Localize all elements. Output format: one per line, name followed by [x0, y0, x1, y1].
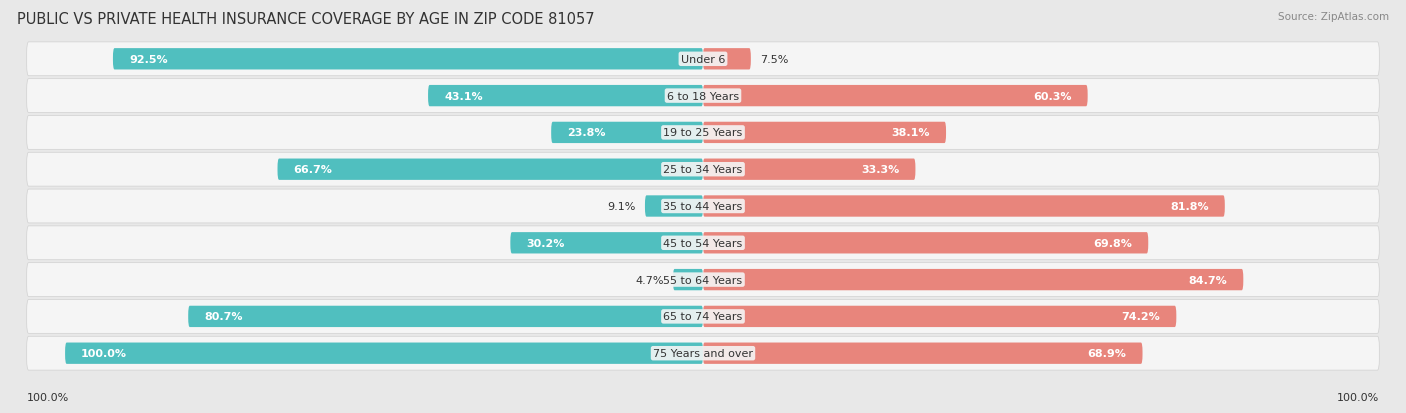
- Text: 23.8%: 23.8%: [567, 128, 606, 138]
- Text: 100.0%: 100.0%: [27, 392, 69, 402]
- FancyBboxPatch shape: [703, 343, 1143, 364]
- Text: Under 6: Under 6: [681, 55, 725, 65]
- FancyBboxPatch shape: [27, 226, 1379, 260]
- FancyBboxPatch shape: [27, 337, 1379, 370]
- Text: 55 to 64 Years: 55 to 64 Years: [664, 275, 742, 285]
- Text: 33.3%: 33.3%: [862, 165, 900, 175]
- FancyBboxPatch shape: [27, 190, 1379, 223]
- FancyBboxPatch shape: [703, 233, 1149, 254]
- FancyBboxPatch shape: [703, 196, 1225, 217]
- Text: 25 to 34 Years: 25 to 34 Years: [664, 165, 742, 175]
- FancyBboxPatch shape: [673, 269, 703, 291]
- Text: Source: ZipAtlas.com: Source: ZipAtlas.com: [1278, 12, 1389, 22]
- FancyBboxPatch shape: [27, 153, 1379, 187]
- FancyBboxPatch shape: [65, 343, 703, 364]
- Text: 66.7%: 66.7%: [294, 165, 332, 175]
- Text: 9.1%: 9.1%: [607, 202, 636, 211]
- FancyBboxPatch shape: [510, 233, 703, 254]
- FancyBboxPatch shape: [27, 263, 1379, 297]
- FancyBboxPatch shape: [703, 122, 946, 144]
- Text: 92.5%: 92.5%: [129, 55, 167, 65]
- Legend: Public Insurance, Private Insurance: Public Insurance, Private Insurance: [574, 412, 832, 413]
- Text: 100.0%: 100.0%: [1337, 392, 1379, 402]
- FancyBboxPatch shape: [427, 86, 703, 107]
- FancyBboxPatch shape: [27, 300, 1379, 334]
- Text: 81.8%: 81.8%: [1170, 202, 1209, 211]
- FancyBboxPatch shape: [277, 159, 703, 180]
- FancyBboxPatch shape: [645, 196, 703, 217]
- Text: 84.7%: 84.7%: [1188, 275, 1227, 285]
- Text: 75 Years and over: 75 Years and over: [652, 348, 754, 358]
- Text: PUBLIC VS PRIVATE HEALTH INSURANCE COVERAGE BY AGE IN ZIP CODE 81057: PUBLIC VS PRIVATE HEALTH INSURANCE COVER…: [17, 12, 595, 27]
- Text: 80.7%: 80.7%: [204, 312, 243, 322]
- FancyBboxPatch shape: [27, 43, 1379, 76]
- FancyBboxPatch shape: [27, 79, 1379, 113]
- Text: 19 to 25 Years: 19 to 25 Years: [664, 128, 742, 138]
- Text: 38.1%: 38.1%: [891, 128, 931, 138]
- FancyBboxPatch shape: [703, 159, 915, 180]
- FancyBboxPatch shape: [703, 269, 1243, 291]
- Text: 45 to 54 Years: 45 to 54 Years: [664, 238, 742, 248]
- FancyBboxPatch shape: [703, 86, 1088, 107]
- FancyBboxPatch shape: [188, 306, 703, 327]
- Text: 30.2%: 30.2%: [526, 238, 565, 248]
- FancyBboxPatch shape: [551, 122, 703, 144]
- Text: 4.7%: 4.7%: [636, 275, 664, 285]
- Text: 35 to 44 Years: 35 to 44 Years: [664, 202, 742, 211]
- FancyBboxPatch shape: [703, 49, 751, 70]
- Text: 7.5%: 7.5%: [761, 55, 789, 65]
- FancyBboxPatch shape: [27, 116, 1379, 150]
- FancyBboxPatch shape: [703, 306, 1177, 327]
- Text: 60.3%: 60.3%: [1033, 91, 1071, 101]
- Text: 74.2%: 74.2%: [1122, 312, 1160, 322]
- FancyBboxPatch shape: [112, 49, 703, 70]
- Text: 100.0%: 100.0%: [82, 348, 127, 358]
- Text: 65 to 74 Years: 65 to 74 Years: [664, 312, 742, 322]
- Text: 68.9%: 68.9%: [1088, 348, 1126, 358]
- Text: 6 to 18 Years: 6 to 18 Years: [666, 91, 740, 101]
- Text: 69.8%: 69.8%: [1094, 238, 1132, 248]
- Text: 43.1%: 43.1%: [444, 91, 482, 101]
